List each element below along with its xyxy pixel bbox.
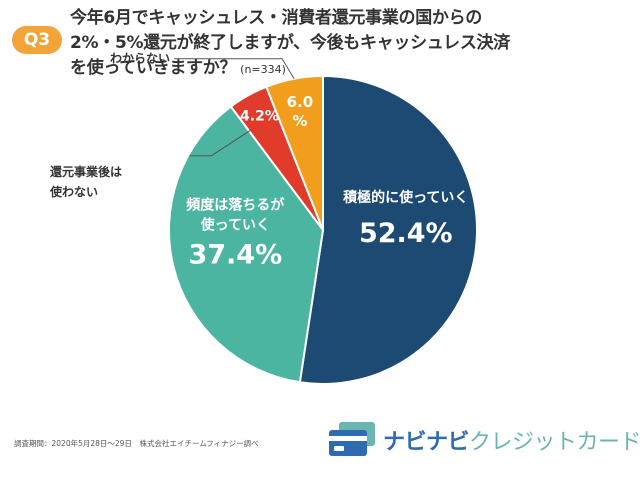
slice-2-label-line-2: 使っていく: [200, 216, 270, 233]
slice-1-value: 52.4%: [359, 218, 453, 249]
slice-3-label-line-2: 使わない: [49, 184, 98, 199]
slice-3-leader-line: [189, 129, 252, 157]
slice-3-value: 4.2%: [240, 108, 279, 124]
site-logo: ナビナビクレジットカード: [325, 418, 640, 462]
slice-1-label: 積極的に使っていく: [342, 189, 468, 206]
slice-2-value: 37.4%: [188, 239, 282, 270]
question-badge: Q3: [12, 26, 62, 54]
slice-2-label-line-1: 頻度は落ちるが: [186, 196, 285, 213]
title-line-3-text: を使っていきますか？: [70, 58, 237, 78]
title-line-2: 2%・5%還元が終了しますが、今後もキャッシュレス決済: [70, 33, 510, 53]
logo-wordmark: ナビナビクレジットカード: [383, 424, 640, 456]
sample-size: (n=334): [240, 63, 286, 76]
survey-footnote: 調査期間：2020年5月28日〜29日 株式会社エイチームフィナジー調べ: [14, 439, 259, 448]
slice-4-value-line-2: %: [292, 112, 307, 130]
title-line-3: を使っていきますか？ (n=334): [70, 56, 635, 82]
credit-card-icon: [329, 422, 375, 456]
logo-wordmark-part1: ナビナビ: [383, 430, 470, 455]
title-line-1: 今年6月でキャッシュレス・消費者還元事業の国からの: [70, 8, 482, 28]
pie-slice-4: [265, 74, 324, 231]
logo-wordmark-part2: クレジットカード: [469, 430, 640, 455]
slice-4-value-line-1: 6.0: [287, 93, 314, 111]
question-title: 今年6月でキャッシュレス・消費者還元事業の国からの 2%・5%還元が終了しますが…: [70, 6, 635, 82]
slice-4-label: わからない: [110, 52, 170, 66]
pie-slice-2: [168, 105, 325, 384]
slice-4-leader-line: [174, 58, 295, 79]
pie-slice-1: [298, 74, 478, 385]
slice-3-label-line-1: 還元事業後は: [50, 164, 122, 179]
